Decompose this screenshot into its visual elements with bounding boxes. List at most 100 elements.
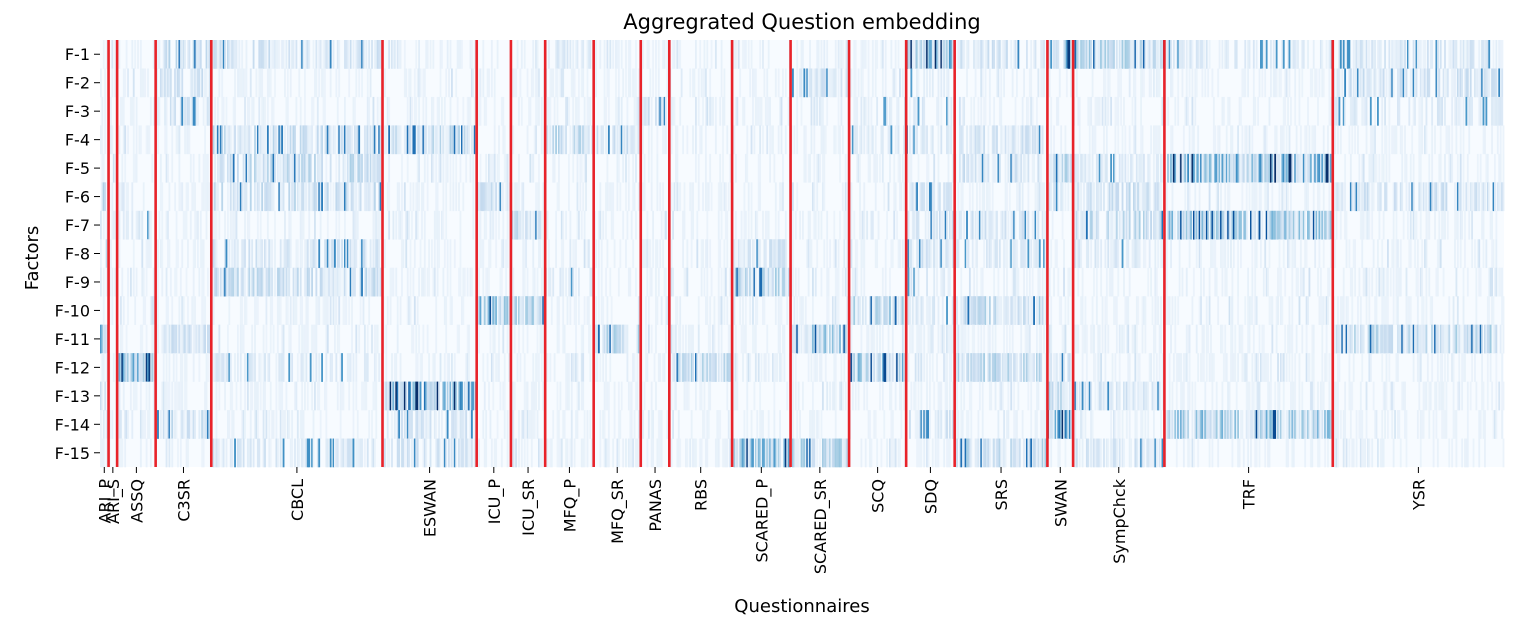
heatmap-cell: [1014, 96, 1017, 126]
heatmap-cell: [856, 153, 859, 183]
heatmap-cell: [325, 239, 328, 269]
heatmap-cell: [506, 182, 509, 212]
heatmap-cell: [232, 267, 235, 297]
heatmap-cell: [860, 239, 863, 269]
heatmap-cell: [342, 182, 345, 212]
heatmap-cell: [171, 324, 174, 354]
heatmap-cell: [752, 96, 754, 126]
heatmap-cell: [177, 239, 179, 269]
heatmap-cell: [214, 182, 216, 212]
heatmap-cell: [720, 324, 723, 354]
heatmap-cell: [719, 296, 722, 325]
heatmap-cell: [897, 153, 900, 183]
heatmap-cell: [1040, 353, 1043, 382]
heatmap-cell: [707, 324, 710, 354]
heatmap-cell: [159, 410, 162, 439]
heatmap-cell: [937, 324, 940, 354]
heatmap-cell: [292, 267, 295, 297]
heatmap-cell: [824, 68, 827, 98]
heatmap-cell: [177, 125, 179, 155]
heatmap-cell: [409, 410, 412, 439]
heatmap-cell: [385, 353, 388, 382]
heatmap-cell: [503, 353, 506, 382]
heatmap-cell: [951, 410, 954, 439]
heatmap-cell: [423, 381, 426, 411]
heatmap-cell: [924, 410, 927, 439]
heatmap-cell: [139, 40, 142, 69]
heatmap-cell: [816, 40, 819, 69]
heatmap-cell: [777, 267, 780, 297]
heatmap-cell: [787, 267, 790, 297]
heatmap-cell: [860, 353, 863, 382]
heatmap-cell: [1140, 125, 1142, 155]
heatmap-cell: [129, 353, 132, 382]
heatmap-cell: [523, 239, 526, 269]
heatmap-cell: [606, 40, 609, 69]
heatmap-cell: [694, 125, 697, 155]
heatmap-cell: [911, 40, 914, 69]
heatmap-cell: [1004, 296, 1007, 325]
heatmap-cell: [973, 96, 976, 126]
heatmap-cell: [242, 125, 245, 155]
heatmap-cell: [418, 381, 421, 411]
heatmap-cell: [948, 210, 951, 240]
heatmap-cell: [312, 324, 315, 354]
heatmap-cell: [288, 182, 291, 212]
heatmap-cell: [694, 40, 697, 69]
heatmap-cell: [218, 353, 221, 382]
heatmap-cell: [304, 438, 306, 468]
heatmap-cell: [536, 267, 539, 297]
heatmap-cell: [335, 438, 338, 468]
heatmap-cell: [1060, 153, 1063, 183]
heatmap-cell: [181, 239, 184, 269]
heatmap-cell: [234, 267, 236, 297]
heatmap-cell: [820, 96, 823, 126]
heatmap-cell: [468, 381, 470, 411]
heatmap-cell: [276, 153, 279, 183]
heatmap-cell: [568, 381, 570, 411]
heatmap-cell: [1128, 40, 1131, 69]
heatmap-cell: [744, 267, 747, 297]
heatmap-cell: [860, 96, 863, 126]
heatmap-cell: [175, 125, 178, 155]
heatmap-cell: [392, 125, 395, 155]
heatmap-cell: [1020, 210, 1023, 240]
heatmap-cell: [774, 296, 777, 325]
heatmap-cell: [633, 182, 636, 212]
heatmap-cell: [508, 182, 510, 212]
heatmap-cell: [884, 96, 887, 126]
heatmap-cell: [533, 410, 536, 439]
heatmap-cell: [212, 125, 215, 155]
heatmap-cell: [295, 267, 298, 297]
heatmap-cell: [469, 96, 472, 126]
heatmap-cell: [157, 410, 159, 439]
heatmap-cell: [525, 296, 528, 325]
heatmap-cell: [168, 438, 171, 468]
heatmap-cell: [1024, 153, 1027, 183]
heatmap-cell: [112, 153, 115, 183]
heatmap-cell: [159, 68, 162, 98]
heatmap-cell: [142, 410, 145, 439]
heatmap-cell: [660, 210, 663, 240]
heatmap-cell: [764, 267, 767, 297]
heatmap-cell: [693, 68, 696, 98]
heatmap-cell: [1003, 324, 1006, 354]
heatmap-cell: [391, 381, 393, 411]
heatmap-cell: [502, 182, 505, 212]
heatmap-cell: [700, 381, 703, 411]
heatmap-cell: [714, 438, 717, 468]
heatmap-cell: [342, 381, 345, 411]
heatmap-cell: [1120, 153, 1123, 183]
heatmap-cell: [753, 239, 756, 269]
heatmap-cell: [443, 381, 446, 411]
heatmap-cell: [876, 239, 879, 269]
heatmap-cell: [998, 239, 1001, 269]
heatmap-cell: [749, 296, 752, 325]
heatmap-cell: [1011, 210, 1014, 240]
heatmap-cell: [1021, 182, 1024, 212]
heatmap-cell: [826, 96, 829, 126]
heatmap-cell: [716, 438, 719, 468]
heatmap-cell: [840, 381, 843, 411]
heatmap-cell: [111, 68, 114, 98]
heatmap-cell: [289, 210, 292, 240]
